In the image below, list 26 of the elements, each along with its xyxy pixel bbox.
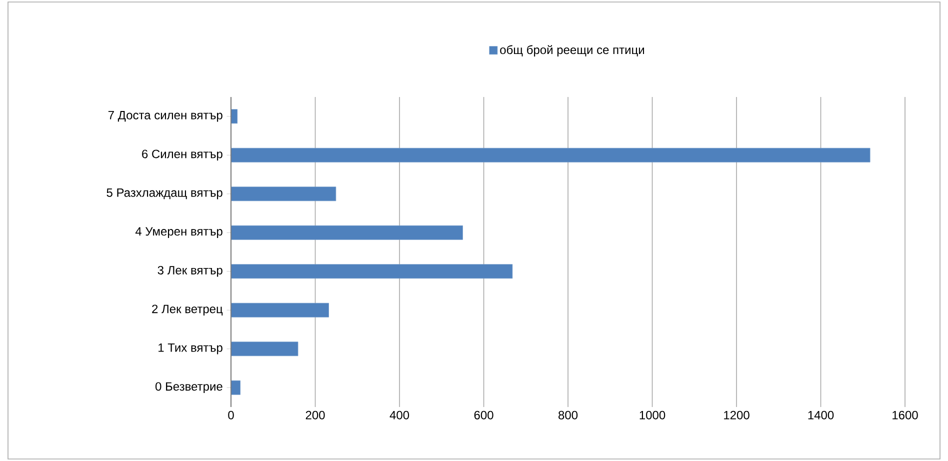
x-tick-label: 400 bbox=[390, 410, 410, 420]
y-tick-label: 4 Умерен вятър bbox=[135, 227, 222, 238]
bar bbox=[231, 342, 298, 356]
y-tick-label: 5 Разхлаждащ вятър bbox=[106, 188, 222, 200]
bar bbox=[231, 380, 240, 395]
x-tick-label: 600 bbox=[474, 410, 494, 420]
x-tick-label: 1000 bbox=[640, 410, 666, 420]
bar bbox=[231, 264, 513, 279]
x-tick-label: 200 bbox=[306, 410, 325, 420]
x-tick-label: 0 bbox=[228, 410, 234, 420]
y-tick-label: 0 Безветрие bbox=[155, 382, 222, 394]
bar bbox=[231, 302, 329, 318]
y-tick-label: 3 Лек вятър bbox=[158, 266, 222, 277]
bar bbox=[231, 225, 463, 240]
x-tick-label: 1600 bbox=[892, 410, 918, 420]
bar bbox=[231, 148, 870, 162]
x-tick-label: 1400 bbox=[808, 410, 834, 420]
y-tick-label: 2 Лек ветрец bbox=[152, 304, 223, 316]
y-tick-label: 6 Силен вятър bbox=[142, 150, 222, 161]
x-tick-label: 1200 bbox=[724, 410, 750, 420]
bar bbox=[231, 186, 336, 202]
legend-label: общ брой реещи се птици bbox=[500, 45, 644, 56]
y-tick-label: 7 Доста силен вятър bbox=[108, 111, 222, 122]
y-tick-label: 1 Тих вятър bbox=[158, 344, 222, 354]
x-tick-label: 800 bbox=[558, 410, 578, 420]
bar bbox=[231, 109, 238, 124]
